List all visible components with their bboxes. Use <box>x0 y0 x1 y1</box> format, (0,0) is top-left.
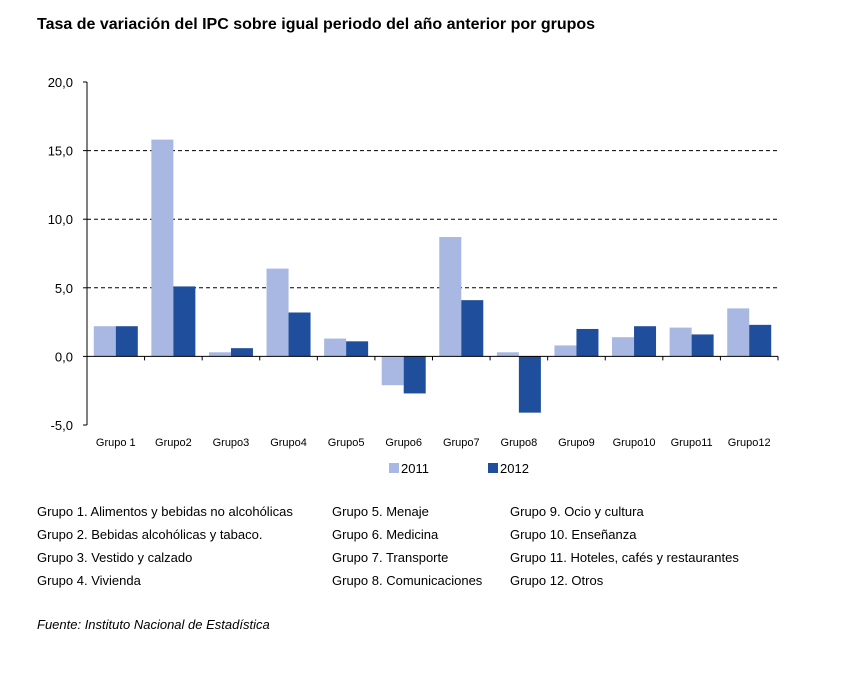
bar-chart: 20,015,010,05,00,0-5,0 Grupo 1 Grupo2 Grup… <box>48 75 779 476</box>
bar-2011 <box>439 237 462 357</box>
bar-2011 <box>381 356 404 386</box>
bar-2012 <box>288 312 311 357</box>
bar-2011 <box>93 326 116 357</box>
group-item: Grupo 8. Comunicaciones <box>332 573 483 588</box>
group-item: Grupo 5. Menaje <box>332 504 429 519</box>
group-item: Grupo 9. Ocio y cultura <box>510 504 644 519</box>
bar-2011 <box>669 327 692 357</box>
bar-2012 <box>576 328 599 357</box>
group-item: Grupo 11. Hoteles, cafés y restaurantes <box>510 550 739 565</box>
grid-lines <box>87 150 778 289</box>
bar-2011 <box>208 352 231 357</box>
group-item: Grupo 10. Enseñanza <box>510 527 637 542</box>
category-label: Grupo11 <box>671 437 713 449</box>
bar-2011 <box>727 308 750 357</box>
category-label: Grupo 1 <box>96 437 136 449</box>
group-item: Grupo 2. Bebidas alcohólicas y tabaco. <box>37 527 263 542</box>
bar-2012 <box>115 326 138 357</box>
category-labels: Grupo 1 Grupo2 Grupo3 Grupo4 Grupo5 Grupo6 Gru… <box>96 437 771 449</box>
category-label: Grupo2 <box>155 437 192 449</box>
axes <box>83 81 779 426</box>
group-legend: Grupo 1. Alimentos y bebidas no alcohóli… <box>0 500 842 600</box>
legend-label: 2012 <box>500 461 529 476</box>
group-item: Grupo 6. Medicina <box>332 527 439 542</box>
y-tick-label: 0,0 <box>55 349 73 364</box>
group-item: Grupo 3. Vestido y calzado <box>37 550 193 565</box>
category-label: Grupo5 <box>328 437 365 449</box>
bar-2012 <box>403 356 426 394</box>
chart-title: Tasa de variación del IPC sobre igual pe… <box>37 16 596 33</box>
y-axis-ticks: 20,0 15,0 10,0 5,0 0,0 -5,0 <box>48 75 73 433</box>
category-label: Grupo10 <box>613 437 656 449</box>
group-item: Grupo 7. Transporte <box>332 550 449 565</box>
bar-2011 <box>266 268 289 357</box>
legend-swatch-2011 <box>389 463 399 473</box>
bar-2011 <box>612 337 635 357</box>
bar-2011 <box>496 352 519 357</box>
bar-2012 <box>518 356 541 413</box>
bar-2011 <box>151 139 174 357</box>
bar-2011 <box>324 338 347 357</box>
group-item: Grupo 1. Alimentos y bebidas no alcohóli… <box>37 504 293 519</box>
bars <box>93 139 772 413</box>
category-label: Grupo9 <box>558 437 595 449</box>
bar-2012 <box>173 286 196 357</box>
category-label: Grupo6 <box>385 437 422 449</box>
category-label: Grupo8 <box>501 437 538 449</box>
bar-2012 <box>346 341 369 357</box>
legend-label: 2011 <box>401 461 429 476</box>
category-label: Grupo7 <box>443 437 480 449</box>
y-tick-label: 10,0 <box>48 212 73 227</box>
bar-2012 <box>634 326 657 357</box>
category-label: Grupo12 <box>728 437 771 449</box>
legend-swatch-2012 <box>488 463 498 473</box>
category-label: Grupo3 <box>213 437 250 449</box>
group-column-3: Grupo 9. Ocio y cultura Grupo 10. Enseña… <box>510 500 739 592</box>
bar-2012 <box>691 334 714 357</box>
bar-2012 <box>230 348 253 357</box>
group-column-1: Grupo 1. Alimentos y bebidas no alcohóli… <box>37 500 293 592</box>
bar-2012 <box>749 324 772 357</box>
y-tick-label: 20,0 <box>48 75 73 90</box>
source-note: Fuente: Instituto Nacional de Estadístic… <box>37 617 270 632</box>
y-tick-label: -5,0 <box>51 418 73 433</box>
legend: 2011 2012 <box>389 461 529 476</box>
y-tick-label: 5,0 <box>55 281 73 296</box>
category-label: Grupo4 <box>270 437 307 449</box>
group-item: Grupo 4. Vivienda <box>37 573 141 588</box>
y-tick-label: 15,0 <box>48 144 73 159</box>
group-column-2: Grupo 5. Menaje Grupo 6. Medicina Grupo … <box>332 500 482 592</box>
bar-2011 <box>554 345 577 357</box>
bar-2012 <box>461 300 484 357</box>
group-item: Grupo 12. Otros <box>510 573 604 588</box>
